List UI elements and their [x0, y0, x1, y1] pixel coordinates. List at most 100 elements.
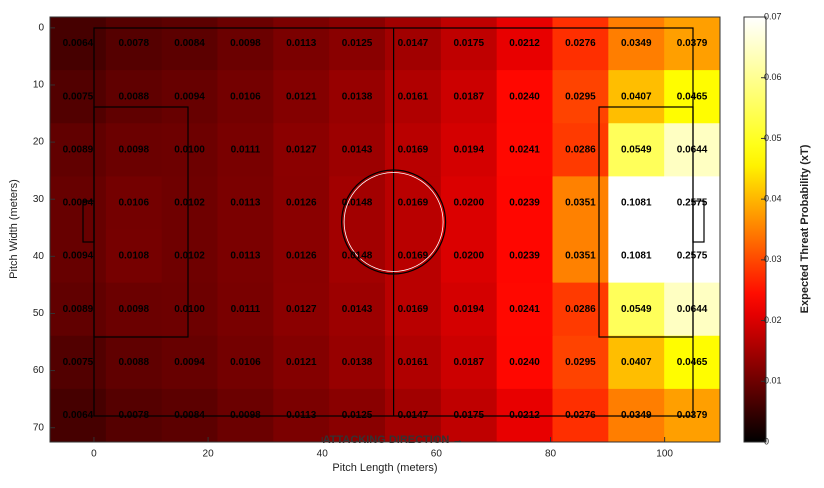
- y-tick-label: 20: [33, 137, 45, 148]
- heat-cell: [161, 123, 218, 177]
- heat-cell: [50, 335, 107, 390]
- cell-label: 0.0108: [118, 251, 149, 262]
- colorbar-label: Expected Threat Probability (xT): [799, 144, 811, 313]
- cell-label: 0.0241: [509, 144, 540, 155]
- heat-cell: [50, 282, 107, 337]
- cell-label: 0.0644: [677, 144, 708, 155]
- cell-label: 0.0407: [621, 357, 652, 368]
- cell-label: 0.0064: [63, 410, 94, 421]
- cell-label: 0.2575: [677, 251, 708, 262]
- x-axis-label: Pitch Length (meters): [332, 462, 437, 474]
- cell-label: 0.0098: [118, 304, 149, 315]
- heat-cell: [552, 17, 609, 71]
- cell-label: 0.0098: [230, 38, 261, 49]
- cell-label: 0.0125: [342, 38, 373, 49]
- cell-label: 0.0138: [342, 357, 373, 368]
- cell-label: 0.0126: [286, 198, 317, 209]
- x-tick-label: 60: [431, 449, 443, 460]
- y-axis-label: Pitch Width (meters): [8, 179, 20, 279]
- heat-cell: [608, 17, 665, 71]
- cell-label: 0.0106: [118, 198, 149, 209]
- cell-label: 0.0078: [118, 410, 149, 421]
- heat-cell: [496, 176, 553, 230]
- heat-cell: [440, 17, 498, 71]
- plot-frame: [49, 16, 721, 443]
- cell-label: 0.0351: [565, 251, 596, 262]
- heat-cell: [50, 17, 107, 71]
- heat-cell: [217, 229, 274, 284]
- cell-label: 0.0094: [174, 357, 205, 368]
- heat-cell: [385, 335, 442, 390]
- heatmap: [50, 17, 721, 443]
- heat-cell: [217, 282, 274, 337]
- cell-label: 0.0143: [342, 304, 373, 315]
- cell-label: 0.0127: [286, 304, 317, 315]
- colorbar-tick-label: 0.03: [764, 254, 782, 264]
- cell-label: 0.2575: [677, 198, 708, 209]
- heat-cell: [329, 70, 386, 124]
- left-goal: [82, 200, 95, 243]
- cell-label: 0.0121: [286, 91, 317, 102]
- heat-cell: [105, 335, 163, 390]
- heat-cell: [664, 282, 721, 337]
- cell-label: 0.0239: [509, 251, 540, 262]
- heat-cell: [105, 282, 163, 337]
- heat-cell: [664, 229, 721, 284]
- heat-cell: [440, 123, 498, 177]
- heat-cell: [161, 229, 218, 284]
- cell-label: 0.0349: [621, 38, 652, 49]
- cell-label: 0.0094: [63, 198, 94, 209]
- cell-label: 0.0200: [453, 198, 484, 209]
- center-circle: [341, 169, 447, 275]
- annotation: ATTACKING DIRECTION →: [323, 434, 464, 446]
- heat-cell: [385, 17, 442, 71]
- cell-label: 0.0169: [398, 198, 429, 209]
- heat-cell: [161, 282, 218, 337]
- cell-label: 0.0276: [565, 38, 596, 49]
- cell-label: 0.0241: [509, 304, 540, 315]
- heat-cell: [664, 335, 721, 390]
- heat-cell: [273, 176, 330, 230]
- x-tick-label: 100: [656, 449, 673, 460]
- cell-label: 0.0194: [453, 144, 484, 155]
- cell-label: 0.0084: [174, 38, 205, 49]
- cell-label: 0.1081: [621, 251, 652, 262]
- heat-cell: [496, 123, 553, 177]
- cell-label: 0.0465: [677, 357, 708, 368]
- heat-cell: [440, 176, 498, 230]
- heat-cell: [329, 282, 386, 337]
- heat-cell: [329, 229, 386, 284]
- cell-label: 0.0465: [677, 91, 708, 102]
- y-tick-label: 40: [33, 251, 45, 262]
- heat-cell: [273, 335, 330, 390]
- cell-label: 0.0078: [118, 38, 149, 49]
- cell-label: 0.0169: [398, 251, 429, 262]
- y-tick-label: 70: [33, 422, 45, 433]
- cell-label: 0.0098: [118, 144, 149, 155]
- heat-cell: [664, 176, 721, 230]
- cell-label: 0.0148: [342, 251, 373, 262]
- cell-label: 0.0084: [174, 410, 205, 421]
- heat-cell: [105, 17, 163, 71]
- cell-label: 0.0239: [509, 198, 540, 209]
- heat-cell: [664, 70, 721, 124]
- cell-label: 0.0295: [565, 357, 596, 368]
- cell-label: 0.0113: [230, 251, 260, 262]
- x-tick-label: 40: [317, 449, 329, 460]
- heat-cell: [664, 123, 721, 177]
- cell-label: 0.0102: [174, 251, 205, 262]
- heat-cell: [385, 70, 442, 124]
- cell-label: 0.0187: [453, 91, 484, 102]
- heat-cell: [329, 17, 386, 71]
- cell-label: 0.0286: [565, 144, 596, 155]
- heat-cell: [608, 176, 665, 230]
- colorbar-tick-label: 0.01: [764, 376, 782, 386]
- heat-cell: [440, 70, 498, 124]
- cell-labels: 0.0064 0.0078 0.0084 0.0098 0.0113 0.0125 0.01…: [63, 38, 708, 421]
- colorbar-tick-label: 0.02: [764, 315, 782, 325]
- heat-cell: [608, 123, 665, 177]
- heat-cell: [273, 282, 330, 337]
- cell-label: 0.0175: [453, 410, 484, 421]
- cell-label: 0.0106: [230, 357, 261, 368]
- heat-cell: [50, 123, 107, 177]
